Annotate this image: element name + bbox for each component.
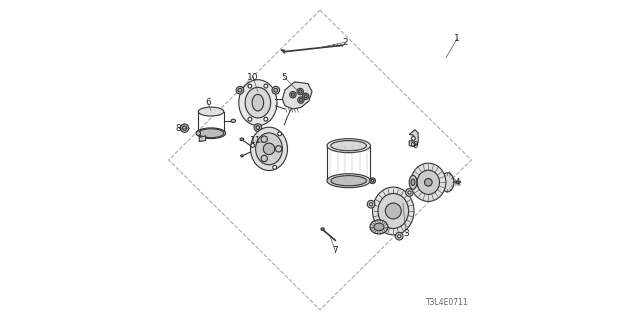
Text: 3: 3 <box>403 229 409 238</box>
Ellipse shape <box>298 97 304 103</box>
Ellipse shape <box>297 88 303 95</box>
Text: 1: 1 <box>454 35 460 44</box>
Ellipse shape <box>424 179 432 186</box>
Ellipse shape <box>396 232 403 240</box>
Ellipse shape <box>196 131 200 135</box>
Ellipse shape <box>196 128 226 139</box>
Ellipse shape <box>274 88 278 92</box>
Ellipse shape <box>263 143 275 155</box>
Text: 2: 2 <box>342 38 348 47</box>
Ellipse shape <box>278 132 282 136</box>
Ellipse shape <box>236 86 244 94</box>
Ellipse shape <box>273 165 276 169</box>
Ellipse shape <box>254 124 262 131</box>
Text: T3L4E0711: T3L4E0711 <box>426 298 468 307</box>
Ellipse shape <box>241 155 243 157</box>
Ellipse shape <box>239 80 277 125</box>
Text: 7: 7 <box>332 246 338 255</box>
Ellipse shape <box>385 203 401 219</box>
Ellipse shape <box>291 93 294 96</box>
Polygon shape <box>199 136 205 141</box>
Ellipse shape <box>255 133 282 165</box>
Ellipse shape <box>248 117 252 121</box>
Ellipse shape <box>378 194 408 228</box>
Ellipse shape <box>411 163 446 201</box>
Ellipse shape <box>261 155 268 162</box>
Ellipse shape <box>408 191 411 194</box>
Ellipse shape <box>370 220 388 234</box>
Polygon shape <box>409 130 418 147</box>
Ellipse shape <box>331 140 367 151</box>
Ellipse shape <box>182 126 187 130</box>
Polygon shape <box>282 82 312 109</box>
Ellipse shape <box>264 117 268 121</box>
Ellipse shape <box>412 142 415 146</box>
Ellipse shape <box>240 138 244 140</box>
Ellipse shape <box>367 200 375 208</box>
Text: 9: 9 <box>413 141 419 150</box>
Ellipse shape <box>372 187 414 235</box>
Ellipse shape <box>417 170 440 195</box>
Ellipse shape <box>371 180 374 182</box>
Ellipse shape <box>303 93 309 100</box>
Ellipse shape <box>411 179 415 186</box>
Ellipse shape <box>412 136 415 140</box>
Ellipse shape <box>248 84 252 88</box>
Text: 8: 8 <box>175 124 181 132</box>
Ellipse shape <box>327 139 371 153</box>
Ellipse shape <box>304 95 307 98</box>
Text: 5: 5 <box>282 73 287 82</box>
Ellipse shape <box>331 176 367 186</box>
Ellipse shape <box>406 189 413 196</box>
Ellipse shape <box>256 125 260 129</box>
Ellipse shape <box>251 143 255 147</box>
Ellipse shape <box>245 87 271 118</box>
Ellipse shape <box>198 107 224 116</box>
Ellipse shape <box>327 174 371 188</box>
Text: 10: 10 <box>247 73 259 82</box>
Text: 6: 6 <box>205 98 211 107</box>
Ellipse shape <box>238 88 242 92</box>
Text: 11: 11 <box>250 136 261 145</box>
Ellipse shape <box>441 173 454 192</box>
Ellipse shape <box>409 175 417 189</box>
Ellipse shape <box>198 129 224 138</box>
Ellipse shape <box>275 146 282 152</box>
Ellipse shape <box>272 86 280 94</box>
Ellipse shape <box>290 92 296 98</box>
Ellipse shape <box>370 178 376 184</box>
Ellipse shape <box>321 228 324 230</box>
Ellipse shape <box>180 124 189 132</box>
Ellipse shape <box>252 94 264 111</box>
Ellipse shape <box>261 136 268 142</box>
Ellipse shape <box>231 119 236 123</box>
Ellipse shape <box>250 127 287 171</box>
Text: 4: 4 <box>454 178 460 187</box>
Ellipse shape <box>374 223 384 231</box>
Ellipse shape <box>369 203 372 206</box>
Ellipse shape <box>299 90 302 93</box>
Ellipse shape <box>397 235 401 238</box>
Ellipse shape <box>264 84 268 88</box>
Ellipse shape <box>300 99 303 102</box>
